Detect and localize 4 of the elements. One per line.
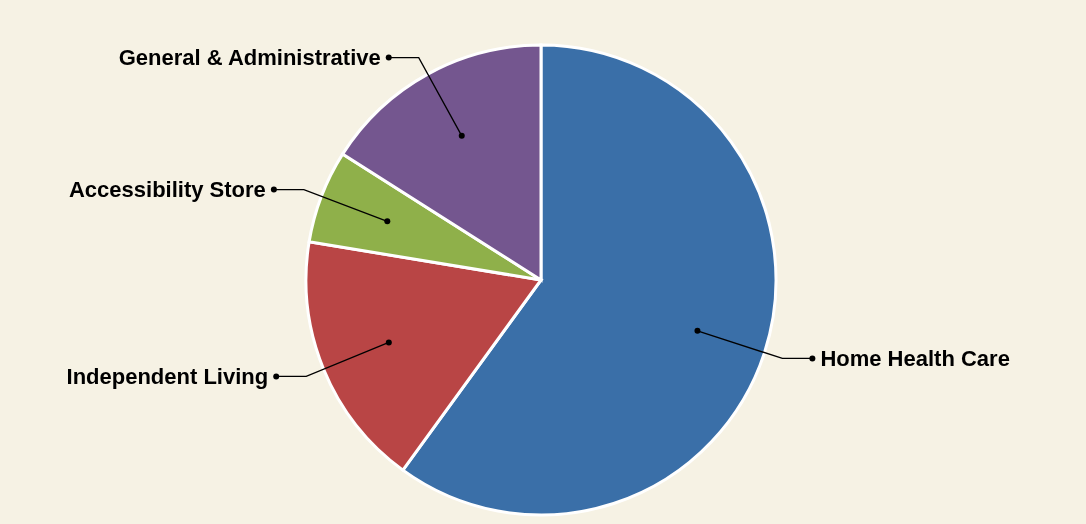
slice-label: Accessibility Store xyxy=(68,177,266,203)
slice-label: Independent Living xyxy=(66,364,269,390)
slice-label: Home Health Care xyxy=(820,346,1010,372)
slice-label: General & Administrative xyxy=(118,45,381,71)
